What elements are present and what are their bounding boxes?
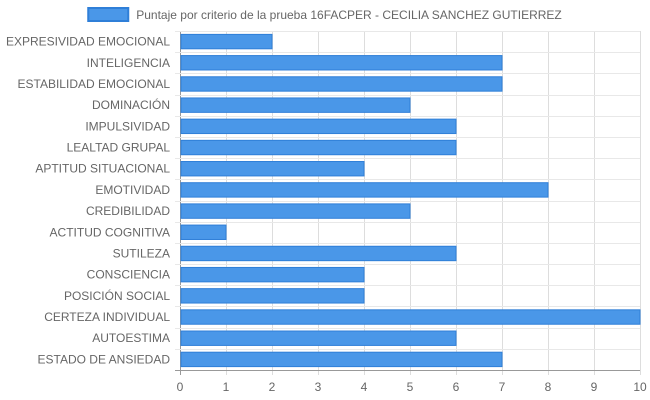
category-label: DOMINACIÓN [92,97,170,112]
category-label: CREDIBILIDAD [86,204,170,218]
category-label: INTELIGENCIA [87,56,170,70]
bar[interactable] [180,97,411,113]
x-tick-label: 8 [545,380,552,394]
bar[interactable] [180,76,503,92]
bar[interactable] [180,161,365,177]
bars [180,33,641,368]
x-tick-label: 4 [361,380,368,394]
bar[interactable] [180,288,365,304]
x-tick-label: 10 [633,380,647,394]
x-tick-label: 9 [591,380,598,394]
bar[interactable] [180,224,227,240]
bar[interactable] [180,55,503,71]
x-tick-label: 1 [223,380,230,394]
category-label: EMOTIVIDAD [95,183,170,197]
category-label: CONSCIENCIA [87,268,170,282]
category-label: ACTITUD COGNITIVA [50,225,170,239]
bar[interactable] [180,139,457,156]
bar[interactable] [180,118,457,135]
bar[interactable] [180,33,273,50]
category-label: ESTADO DE ANSIEDAD [38,352,171,366]
legend[interactable]: Puntaje por criterio de la prueba 16FACP… [87,7,562,22]
bar[interactable] [180,182,549,198]
bar[interactable] [180,266,365,283]
bar[interactable] [180,351,503,368]
x-tick-label: 7 [499,380,506,394]
category-label: APTITUD SITUACIONAL [35,162,170,176]
bar[interactable] [180,203,411,219]
category-label: POSICIÓN SOCIAL [64,288,170,303]
category-label: ESTABILIDAD EMOCIONAL [18,77,171,91]
legend-label[interactable]: Puntaje por criterio de la prueba 16FACP… [136,8,562,22]
category-label: LEALTAD GRUPAL [67,141,171,155]
x-tick-label: 2 [269,380,276,394]
bar[interactable] [180,309,641,325]
x-tick-label: 0 [177,380,184,394]
x-tick-labels: 0 1 2 3 4 5 6 7 8 9 10 [177,380,647,394]
category-label: IMPULSIVIDAD [85,119,170,133]
category-label: SUTILEZA [113,246,170,260]
category-label: EXPRESIVIDAD EMOCIONAL [6,35,170,49]
x-tick-label: 6 [453,380,460,394]
bar[interactable] [180,330,457,346]
x-tick-label: 5 [407,380,414,394]
category-label: AUTOESTIMA [92,331,170,345]
bar[interactable] [180,245,457,262]
category-label: CERTEZA INDIVIDUAL [44,310,170,324]
legend-swatch[interactable] [87,7,130,22]
category-labels: EXPRESIVIDAD EMOCIONAL INTELIGENCIA ESTABI… [6,35,170,367]
x-tick-label: 3 [315,380,322,394]
